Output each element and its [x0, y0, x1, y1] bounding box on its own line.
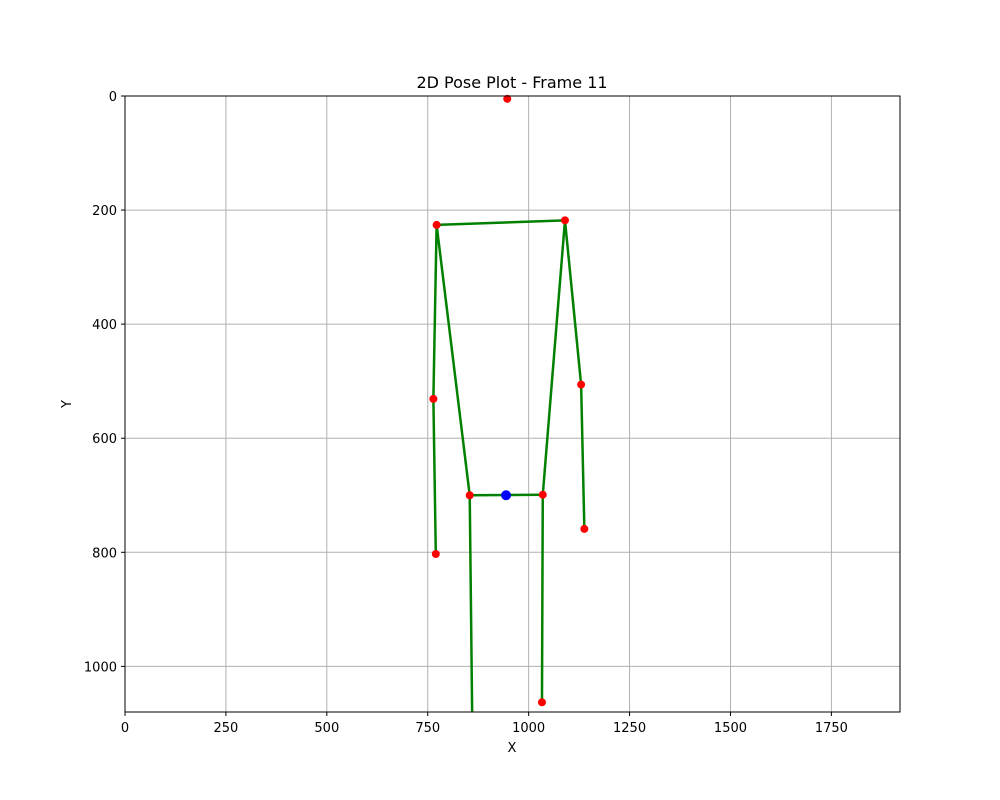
joint-point	[465, 491, 474, 500]
center-point	[501, 490, 512, 501]
joint-point	[429, 394, 438, 403]
skeleton-bone	[436, 219, 566, 227]
y-tick-label: 1000	[84, 660, 117, 675]
skeleton-bone	[432, 398, 438, 555]
skeleton-bone	[432, 224, 438, 399]
y-tick-label: 600	[92, 432, 117, 447]
joint-point	[537, 698, 546, 707]
skeleton-bone	[540, 494, 545, 703]
x-tick-label: 1750	[815, 721, 848, 736]
skeleton-bone	[579, 384, 586, 529]
skeleton-joints	[429, 94, 589, 707]
x-tick-label: 500	[314, 721, 339, 736]
skeleton-bone	[563, 220, 583, 385]
x-tick-label: 1000	[512, 721, 545, 736]
x-axis: 0 250 500 750 1000 1250 1500 1750	[121, 712, 848, 736]
y-tick-label: 800	[92, 546, 117, 561]
y-axis-title: Y	[60, 400, 75, 409]
joint-point	[431, 550, 440, 559]
joint-point	[538, 490, 547, 499]
plot-title: 2D Pose Plot - Frame 11	[416, 73, 607, 92]
plot-frame	[124, 95, 901, 713]
x-tick-label: 1500	[714, 721, 747, 736]
y-tick-label: 400	[92, 318, 117, 333]
joint-point	[577, 380, 586, 389]
x-tick-label: 750	[415, 721, 440, 736]
x-axis-title: X	[508, 741, 517, 756]
x-tick-label: 1250	[613, 721, 646, 736]
skeleton-bone	[435, 224, 471, 496]
joint-point	[560, 216, 569, 225]
skeleton-bone	[468, 495, 474, 713]
joint-point	[432, 220, 441, 229]
joint-point	[503, 94, 512, 103]
y-tick-label: 0	[109, 90, 117, 105]
x-tick-label: 0	[121, 721, 129, 736]
y-axis: 0 200 400 600 800 1000	[84, 90, 125, 675]
y-tick-label: 200	[92, 204, 117, 219]
plot-background	[125, 96, 900, 712]
plot-area	[124, 94, 901, 713]
skeleton-bone	[541, 220, 567, 495]
x-tick-label: 250	[213, 721, 238, 736]
joint-point	[580, 524, 589, 533]
